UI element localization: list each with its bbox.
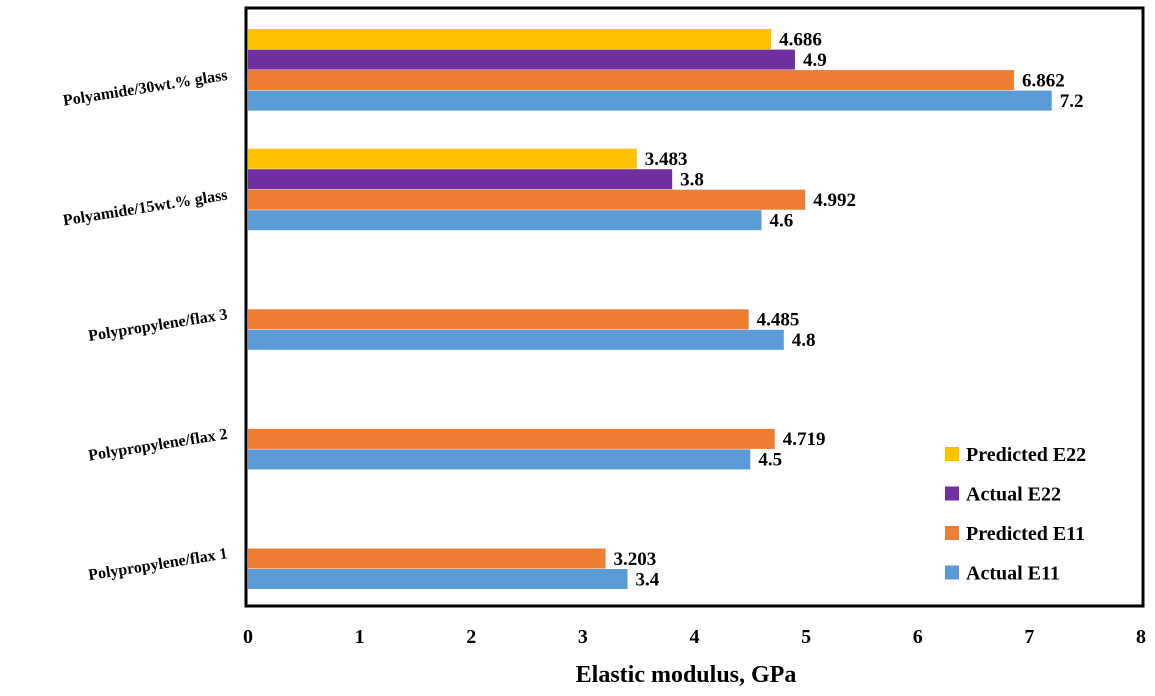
category-label-polypropylene-flax-1: Polypropylene/flax 1 [87, 545, 229, 584]
x-axis-label: Elastic modulus, GPa [576, 662, 797, 688]
data-label-actual-e11-polyamide-30wt-glass: 7.2 [1060, 91, 1084, 112]
data-label-predicted-e22-polyamide-30wt-glass: 4.686 [779, 29, 822, 50]
data-label-predicted-e11-polyamide-15wt-glass: 4.992 [813, 190, 856, 211]
category-label-polypropylene-flax-2: Polypropylene/flax 2 [87, 426, 229, 465]
bar-actual-e22-polyamide-15wt-glass [248, 169, 673, 190]
legend-swatch-actual-e22 [945, 486, 959, 501]
bar-predicted-e11-polyamide-30wt-glass [248, 70, 1014, 91]
legend-label-predicted-e11: Predicted E11 [966, 523, 1085, 545]
bar-predicted-e11-polypropylene-flax-3 [248, 309, 749, 330]
bar-actual-e11-polyamide-15wt-glass [248, 210, 762, 231]
data-label-actual-e11-polypropylene-flax-2: 4.5 [758, 450, 782, 471]
plot-area-frame [244, 6, 1145, 608]
bar-predicted-e22-polyamide-15wt-glass [248, 148, 637, 169]
data-label-predicted-e22-polyamide-15wt-glass: 3.483 [645, 149, 688, 170]
bars-group [248, 29, 1052, 589]
bar-predicted-e11-polyamide-15wt-glass [248, 189, 806, 210]
x-tick-label-4: 4 [690, 626, 700, 648]
x-tick-label-3: 3 [578, 626, 588, 648]
bar-predicted-e22-polyamide-30wt-glass [248, 29, 772, 50]
bar-predicted-e11-polypropylene-flax-2 [248, 428, 775, 449]
category-label-polyamide-30wt-glass: Polyamide/30wt.% glass [62, 67, 229, 110]
category-label-polypropylene-flax-3: Polypropylene/flax 3 [87, 306, 229, 345]
x-tick-label-2: 2 [466, 626, 476, 648]
legend-swatch-predicted-e11 [945, 526, 959, 540]
category-labels-group: Polypropylene/flax 1 Polypropylene/flax 2… [62, 67, 229, 584]
data-label-predicted-e11-polypropylene-flax-1: 3.203 [614, 549, 657, 570]
category-label-polyamide-15wt-glass: Polyamide/15wt.% glass [62, 187, 229, 230]
x-tick-label-7: 7 [1024, 626, 1034, 648]
data-labels-group: 3.43.203 4.54.719 4.84.485 4.6 4.992 3.83.483… [614, 29, 1084, 590]
bar-actual-e11-polyamide-30wt-glass [248, 90, 1052, 111]
data-label-predicted-e11-polypropylene-flax-2: 4.719 [783, 429, 826, 450]
data-label-actual-e22-polyamide-30wt-glass: 4.9 [803, 50, 827, 71]
x-tick-label-6: 6 [913, 626, 923, 648]
data-label-actual-e11-polypropylene-flax-1: 3.4 [636, 569, 660, 590]
data-label-actual-e11-polyamide-15wt-glass: 4.6 [769, 210, 793, 231]
data-label-predicted-e11-polyamide-30wt-glass: 6.862 [1022, 70, 1065, 91]
legend: Predicted E22 Actual E22 Predicted E11 Actu… [945, 444, 1086, 585]
bar-predicted-e11-polypropylene-flax-1 [248, 548, 606, 569]
legend-swatch-actual-e11 [945, 565, 959, 580]
bar-actual-e22-polyamide-30wt-glass [248, 49, 795, 70]
legend-label-actual-e22: Actual E22 [966, 484, 1061, 506]
x-tick-labels-group: 0 1 2 3 4 5 6 7 8 [243, 626, 1146, 648]
x-tick-label-8: 8 [1136, 626, 1146, 648]
bar-actual-e11-polypropylene-flax-1 [248, 569, 628, 589]
x-tick-label-5: 5 [801, 626, 811, 648]
data-label-actual-e11-polypropylene-flax-3: 4.8 [792, 330, 816, 351]
legend-label-actual-e11: Actual E11 [966, 563, 1060, 585]
data-label-actual-e22-polyamide-15wt-glass: 3.8 [680, 169, 704, 190]
data-label-predicted-e11-polypropylene-flax-3: 4.485 [757, 310, 800, 331]
x-tick-label-0: 0 [243, 626, 253, 648]
bar-actual-e11-polypropylene-flax-3 [248, 329, 784, 350]
legend-label-predicted-e22: Predicted E22 [966, 444, 1086, 466]
bar-actual-e11-polypropylene-flax-2 [248, 449, 751, 470]
legend-swatch-predicted-e22 [945, 447, 959, 461]
x-tick-label-1: 1 [355, 626, 365, 648]
